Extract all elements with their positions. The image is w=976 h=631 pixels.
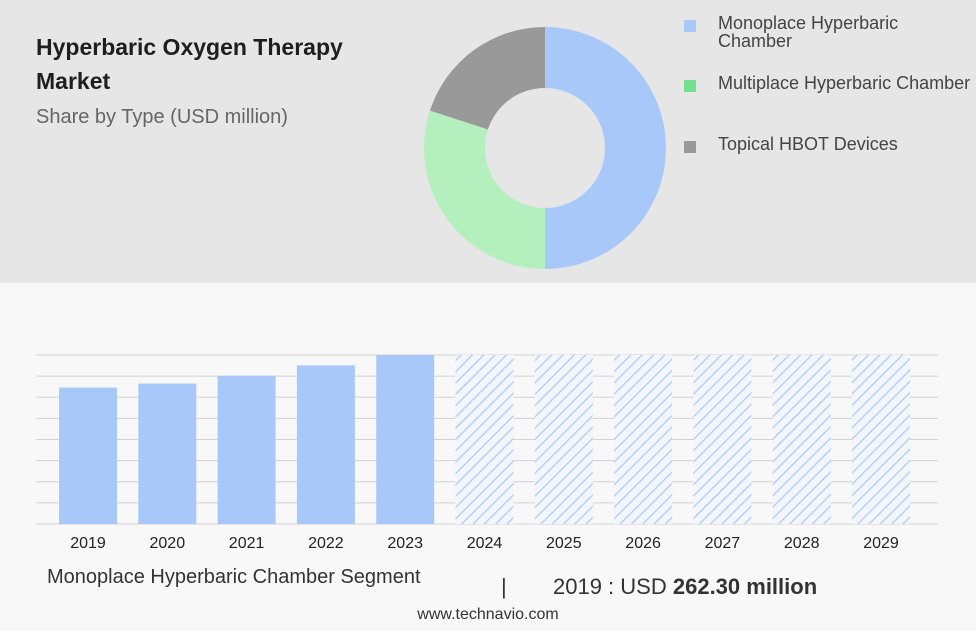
tick-label-2025: 2025 [546, 535, 582, 552]
footer-divider: | [501, 574, 507, 599]
chart-title: Hyperbaric Oxygen Therapy Market [36, 34, 343, 94]
tick-label-2026: 2026 [625, 535, 661, 552]
tick-label-2029: 2029 [863, 535, 899, 552]
legend-label-monoplace: Monoplace Hyperbaric Chamber [718, 13, 899, 51]
forecast-bar-2029 [852, 355, 910, 524]
segment-label: Monoplace Hyperbaric Chamber Segment [47, 566, 421, 588]
source-url[interactable]: www.technavio.com [417, 606, 559, 623]
chart-subtitle: Share by Type (USD million) [36, 106, 288, 128]
bar-chart: 2019 2020 2021 2022 2023 2024 2025 2026 2027 2028… [36, 354, 938, 552]
forecast-bar-2026 [614, 355, 673, 524]
segment-stat: 2019 : USD 262.30 million [553, 574, 817, 600]
stat-value: 262.30 million [672, 574, 818, 599]
bar-2021 [217, 375, 276, 524]
tick-label-2021: 2021 [229, 535, 265, 552]
bar-2019 [59, 387, 117, 524]
legend-label-multiplace: Multiplace Hyperbaric Chamber [718, 73, 971, 93]
forecast-bar-2028 [772, 355, 831, 524]
forecast-bar-2027 [693, 355, 752, 524]
bar-2023 [376, 355, 435, 524]
forecast-bar-2025 [534, 355, 593, 524]
legend-item-monoplace: Monoplace Hyperbaric Chamber [684, 14, 974, 50]
tick-label-2027: 2027 [705, 535, 741, 552]
legend-item-topical: Topical HBOT Devices [684, 135, 974, 153]
legend-swatch-monoplace [684, 20, 696, 32]
legend-swatch-topical [684, 141, 696, 153]
tick-label-2020: 2020 [150, 535, 186, 552]
legend-swatch-multiplace [684, 80, 696, 92]
donut-slice-monoplace [545, 27, 666, 269]
tick-label-2019: 2019 [70, 535, 106, 552]
bar-2020 [138, 383, 197, 524]
tick-label-2028: 2028 [784, 535, 820, 552]
legend-item-multiplace: Multiplace Hyperbaric Chamber [684, 74, 974, 92]
bar-2022 [296, 365, 355, 524]
donut-chart [424, 27, 666, 269]
tick-label-2024: 2024 [467, 535, 503, 552]
legend-label-topical: Topical HBOT Devices [718, 134, 898, 154]
donut-slice-multiplace [424, 110, 545, 269]
tick-label-2022: 2022 [308, 535, 344, 552]
tick-label-2023: 2023 [387, 535, 423, 552]
forecast-bar-2024 [455, 355, 514, 524]
stat-prefix: 2019 : USD [553, 574, 667, 599]
donut-slice-topical [429, 27, 545, 130]
